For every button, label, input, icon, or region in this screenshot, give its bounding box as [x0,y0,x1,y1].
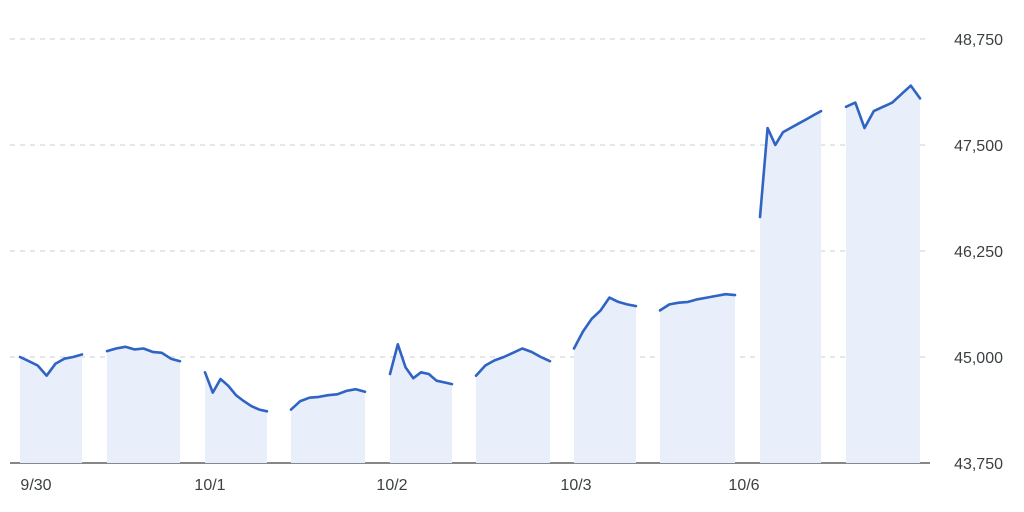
y-tick-label: 46,250 [954,244,1003,261]
session-area-10-3-a [574,297,636,463]
y-tick-label: 43,750 [954,456,1003,473]
session-area-9-30-a [20,354,82,463]
series-line-10-6-a [758,109,823,219]
y-tick-label: 45,000 [954,350,1003,367]
session-area-10-1-b [291,389,365,463]
series-line-10-2-b [474,347,552,377]
series-line-10-3-a [572,296,638,350]
x-axis-ticks: 9/30 10/1 10/2 10/3 10/6 [20,477,759,494]
series-line-9-30-b [105,345,182,363]
session-area-10-2-a [390,344,452,463]
session-area-10-2-b [476,348,550,463]
series-line-10-2-a [388,343,454,386]
session-area-10-1-a [205,372,267,463]
x-tick-label: 10/1 [194,477,225,494]
series-line-layer [18,84,922,413]
x-tick-label: 10/2 [376,477,407,494]
y-tick-label: 47,500 [954,138,1003,155]
session-area-10-3-b [660,294,735,463]
series-line-10-1-a [203,371,269,413]
x-tick-label: 10/6 [728,477,759,494]
x-tick-label: 10/3 [560,477,591,494]
y-tick-label: 48,750 [954,32,1003,49]
series-line-10-3-b [658,292,737,312]
x-tick-label: 9/30 [20,477,51,494]
session-area-10-6-a [760,111,821,463]
session-area-9-30-b [107,346,180,463]
series-line-10-6-b [844,84,922,130]
session-area-layer [20,85,920,463]
session-area-10-6-b [846,85,920,463]
series-line-10-1-b [289,387,367,411]
series-line-9-30-a [18,353,84,377]
y-axis-ticks: 48,750 47,500 46,250 45,000 43,750 [954,32,1003,473]
